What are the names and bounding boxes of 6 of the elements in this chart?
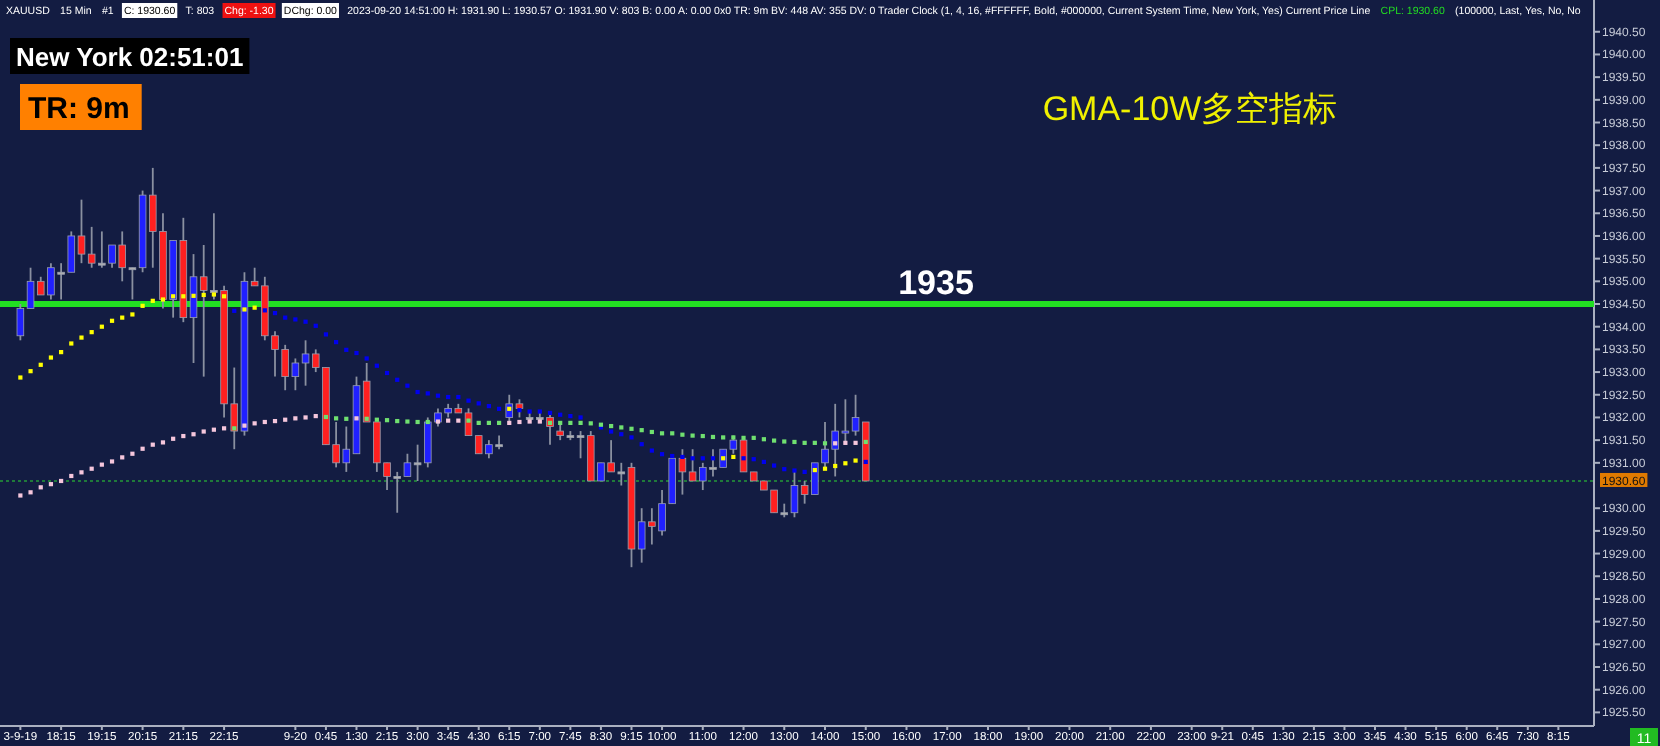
text: GMA-10W多空指标: [1042, 90, 1338, 128]
annotation: New York 02:51:01: [16, 42, 244, 72]
ref-line-label: 1935: [898, 264, 974, 303]
timer: TR: 9m: [20, 84, 142, 130]
annotation: TR: 9m: [28, 92, 130, 126]
clock: New York 02:51:01: [10, 38, 250, 74]
